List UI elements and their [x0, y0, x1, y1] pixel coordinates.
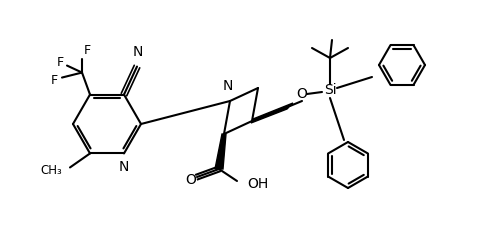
- Text: F: F: [50, 74, 58, 87]
- Polygon shape: [251, 103, 293, 123]
- Text: N: N: [119, 160, 129, 174]
- Text: F: F: [84, 44, 90, 57]
- Polygon shape: [215, 134, 226, 169]
- Text: F: F: [56, 56, 64, 69]
- Text: O: O: [296, 87, 308, 101]
- Text: Si: Si: [324, 83, 336, 97]
- Text: OH: OH: [247, 177, 268, 191]
- Text: N: N: [223, 79, 233, 93]
- Text: O: O: [186, 173, 196, 187]
- Text: N: N: [133, 45, 143, 59]
- Text: CH₃: CH₃: [40, 164, 62, 177]
